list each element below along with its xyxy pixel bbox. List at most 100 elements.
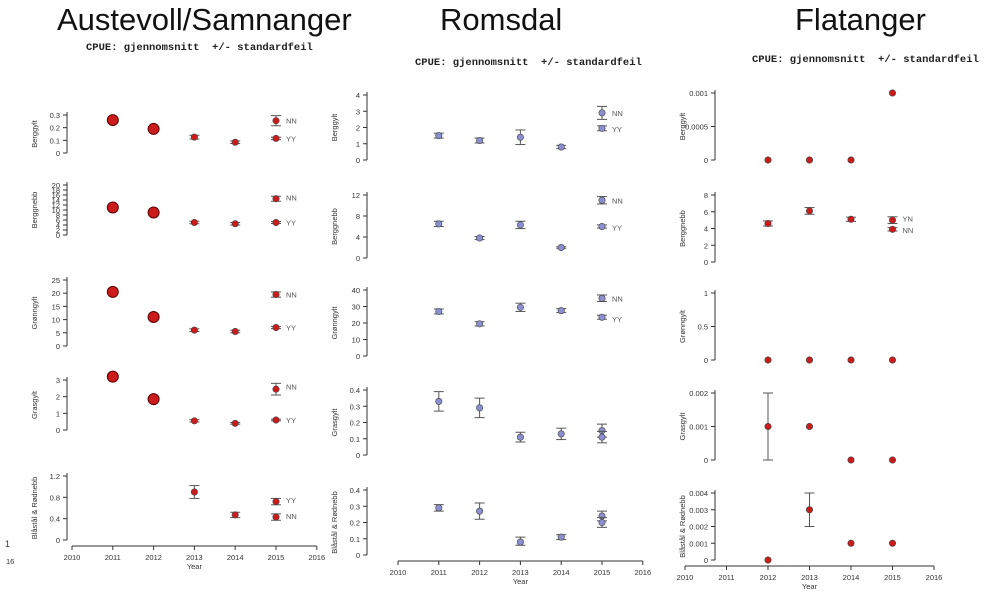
panel-0-4-y-tick-label: 1.2 xyxy=(50,472,60,481)
panel-2-1-y-tick-label: 4 xyxy=(704,225,708,234)
column-title-austevoll: Austevoll/Samnanger xyxy=(57,2,352,37)
panel-2-2-y-tick-label: 1 xyxy=(704,289,708,298)
panel-1-4-x-label: Year xyxy=(513,577,529,586)
panel-1-2-y-tick-label: 20 xyxy=(352,319,360,328)
panel-1-4-x-tick-label: 2013 xyxy=(512,568,529,577)
panel-1-1-point-2014 xyxy=(557,244,565,252)
panel-1-1-point-2011 xyxy=(435,220,443,228)
panel-0-4-point-2015 xyxy=(272,513,280,521)
panel-1-2-point-2013 xyxy=(516,303,524,311)
panel-0-3-series-label: NN xyxy=(286,383,297,392)
panel-1-1-series-label: NN xyxy=(612,196,623,205)
panel-1-3-y-tick-label: 0.3 xyxy=(350,402,360,411)
stray-mark-1: 1 xyxy=(5,539,10,549)
panel-0-0-y-tick-label: 0.2 xyxy=(50,124,60,133)
panel-0-0-y-label: Berggylt xyxy=(30,119,39,147)
panel-2-4-point-2013 xyxy=(805,506,813,514)
panel-0-3-point-2015 xyxy=(272,385,280,393)
panel-0-4-x-tick-label: 2014 xyxy=(227,553,244,562)
panel-2-2-point-2014 xyxy=(847,356,855,364)
panel-2-2-point-2012 xyxy=(764,356,772,364)
panel-1-1-y-tick-label: 8 xyxy=(356,212,360,221)
panel-0-1-y-tick-label: 10 xyxy=(52,206,60,215)
panel-1-3-point-2011 xyxy=(435,397,443,405)
panel-0-4-x-tick-label: 2016 xyxy=(308,553,325,562)
panel-2-4-y-tick-label: 0.003 xyxy=(689,506,708,515)
panel-1-2-point-2015 xyxy=(598,294,606,302)
panel-1-4-y-label: Blåstål & Rødnebb xyxy=(330,491,339,554)
panel-2-0-y-label: Berggylt xyxy=(678,112,687,140)
panel-0-1-point-2012 xyxy=(147,206,160,219)
panel-1-1-y-tick-label: 12 xyxy=(352,191,360,200)
panel-1-0-y-tick-label: 4 xyxy=(356,91,360,100)
panel-1-3-y-tick-label: 0.4 xyxy=(350,386,360,395)
panel-1-0-point-2011 xyxy=(435,132,443,140)
panel-1-4-point-2011 xyxy=(435,504,443,512)
panel-1-0-point-2015 xyxy=(598,109,606,117)
panel-1-1-y-tick-label: 4 xyxy=(356,233,360,242)
panel-1-3-y-tick-label: 0 xyxy=(356,451,360,460)
stray-tick-16: 16 xyxy=(6,557,14,566)
panel-0-1-y-tick-label: 16 xyxy=(52,191,60,200)
panel-0-4-x-tick-label: 2010 xyxy=(64,553,81,562)
panel-1-4-y-tick-label: 0.3 xyxy=(350,502,360,511)
panel-1-0-point-2014 xyxy=(557,143,565,151)
panel-2-4-x-tick-label: 2011 xyxy=(718,573,734,582)
panel-1-1-y-label: Berggnebb xyxy=(330,208,339,245)
panel-1-0-y-tick-label: 0 xyxy=(356,156,360,165)
panel-0-2-y-tick-label: 15 xyxy=(52,302,60,311)
panel-0-3-point-2012 xyxy=(147,393,160,406)
panel-0-2-point-2014 xyxy=(231,327,239,335)
panel-1-0-y-tick-label: 3 xyxy=(356,107,360,116)
panel-0-1-y-tick-label: 18 xyxy=(52,186,60,195)
panel-0-1-y-tick-label: 4 xyxy=(56,221,60,230)
panel-0-2-point-2015 xyxy=(272,324,280,332)
panel-2-4-x-tick-label: 2010 xyxy=(677,573,694,582)
panel-0-3-y-label: Grasgylt xyxy=(30,390,39,419)
panel-0-0-y-tick-label: 0.1 xyxy=(50,136,60,145)
panel-0-2-series-label: NN xyxy=(286,291,297,300)
panel-0-0-point-2015 xyxy=(272,134,280,142)
panel-0-4-point-2014 xyxy=(231,511,239,519)
panel-2-0-y-tick-label: 0.001 xyxy=(689,89,708,98)
panel-0-1-point-2014 xyxy=(231,220,239,228)
panel-0-2-point-2013 xyxy=(190,326,198,334)
panel-0-3-point-2011 xyxy=(106,370,119,383)
panel-0-1-y-tick-label: 8 xyxy=(56,211,60,220)
panel-1-1-point-2015 xyxy=(598,223,606,231)
panel-0-1-point-2015 xyxy=(272,195,280,203)
panel-2-1-point-2014 xyxy=(847,215,855,223)
panel-1-2-y-label: Grønngylt xyxy=(330,306,339,340)
panel-2-1-y-tick-label: 0 xyxy=(704,258,708,267)
panel-2-4-x-tick-label: 2012 xyxy=(760,573,777,582)
panel-2-4-x-tick-label: 2015 xyxy=(884,573,901,582)
panel-1-4-x-tick-label: 2016 xyxy=(634,568,651,577)
panel-0-1-point-2013 xyxy=(190,219,198,227)
panel-0-0-y-tick-label: 0 xyxy=(56,149,60,158)
panel-2-1-y-tick-label: 8 xyxy=(704,191,708,200)
panel-2-3-point-2012 xyxy=(764,422,772,430)
panel-2-1-y-tick-label: 6 xyxy=(704,208,708,217)
panel-1-2-series-label: NN xyxy=(612,294,623,303)
panel-0-0-series-label: NN xyxy=(286,117,297,126)
panel-2-4-y-tick-label: 0 xyxy=(704,556,708,565)
panel-2-1-y-tick-label: 2 xyxy=(704,241,708,250)
panel-1-2-point-2015 xyxy=(598,313,606,321)
panel-2-3-point-2015 xyxy=(888,456,896,464)
panel-2-3-point-2013 xyxy=(805,422,813,430)
panel-1-0-y-tick-label: 1 xyxy=(356,140,360,149)
panel-0-3-y-tick-label: 0 xyxy=(56,426,60,435)
panel-1-1-y-tick-label: 0 xyxy=(356,254,360,263)
panel-2-4-x-tick-label: 2016 xyxy=(926,573,943,582)
column-title-flatanger: Flatanger xyxy=(795,2,926,37)
panel-1-1-series-label: YY xyxy=(612,224,622,233)
panel-0-0-point-2012 xyxy=(147,122,160,135)
panel-0-2-y-tick-label: 10 xyxy=(52,316,60,325)
panel-1-4-x-tick-label: 2012 xyxy=(471,568,488,577)
panel-2-2-point-2013 xyxy=(805,356,813,364)
panel-1-3-y-tick-label: 0.1 xyxy=(350,435,360,444)
panel-0-0-y-tick-label: 0.3 xyxy=(50,111,60,120)
panel-0-4-x-label: Year xyxy=(187,562,203,571)
panel-0-3-y-tick-label: 1 xyxy=(56,409,60,418)
panel-0-1-series-label: NN xyxy=(286,194,297,203)
